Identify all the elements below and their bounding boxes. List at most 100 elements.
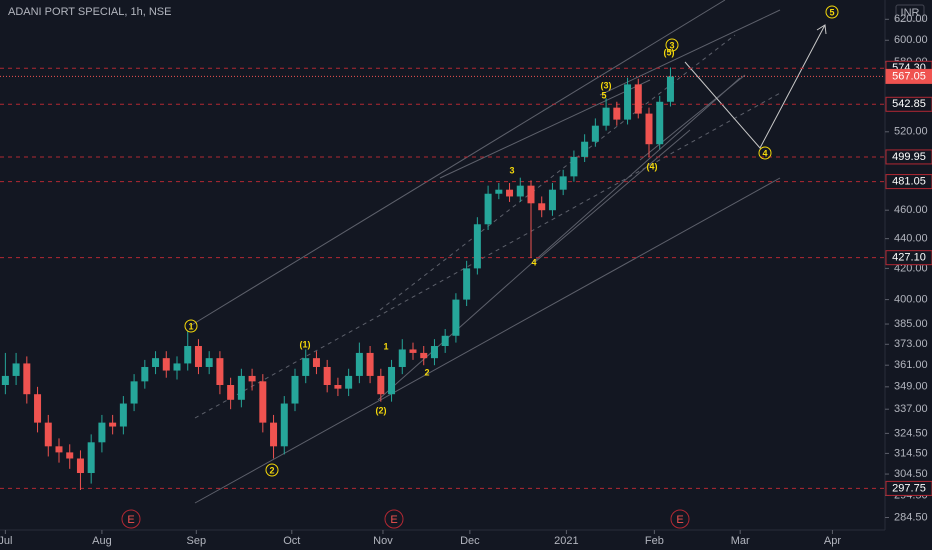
currency: INR xyxy=(901,7,920,19)
wave-label: (3) xyxy=(601,80,612,90)
candle-body xyxy=(430,346,438,359)
candle-body xyxy=(345,375,353,389)
y-tick-label: 314.50 xyxy=(894,447,928,459)
wave-label: 4 xyxy=(762,148,767,158)
candle-body xyxy=(119,403,127,427)
wave-label: 5 xyxy=(829,7,834,17)
candle-body xyxy=(581,141,589,157)
trend-line xyxy=(377,77,741,401)
x-tick-label: Nov xyxy=(373,535,393,547)
wave-circle xyxy=(665,38,679,52)
event-label: E xyxy=(390,514,397,526)
candle-body xyxy=(184,346,192,364)
wave-label: 4 xyxy=(531,257,536,267)
price-label: 567.05 xyxy=(892,70,926,82)
candle-body xyxy=(312,358,320,367)
candle-body xyxy=(66,452,74,459)
wave-label: 1 xyxy=(188,321,193,331)
price-label-box xyxy=(885,149,932,165)
price-label: 297.75 xyxy=(892,482,926,494)
y-tick-label: 349.00 xyxy=(894,381,928,393)
y-tick-label: 304.50 xyxy=(894,468,928,480)
y-tick-label: 373.00 xyxy=(894,338,928,350)
candle-body xyxy=(409,349,417,353)
wave-label: 5 xyxy=(601,90,606,100)
x-tick-label: Dec xyxy=(460,535,480,547)
candle-body xyxy=(237,375,245,400)
event-label: E xyxy=(676,514,683,526)
y-tick-label: 324.50 xyxy=(894,427,928,439)
price-label: 427.10 xyxy=(892,252,926,264)
wave-circle xyxy=(265,463,279,477)
y-tick-label: 420.00 xyxy=(894,262,928,274)
candle-body xyxy=(388,366,396,395)
event-label: E xyxy=(127,514,134,526)
trend-line xyxy=(439,79,651,179)
candle-body xyxy=(334,384,342,389)
candle-body xyxy=(44,422,52,447)
candle-body xyxy=(152,358,160,367)
candle-body xyxy=(634,84,642,114)
y-tick-label: 600.00 xyxy=(894,34,928,46)
candle-body xyxy=(194,346,202,367)
x-tick-label: Feb xyxy=(645,535,664,547)
y-tick-label: 620.00 xyxy=(894,13,928,25)
candle-body xyxy=(366,352,374,376)
candle-body xyxy=(109,422,117,427)
x-tick-label: Mar xyxy=(731,535,750,547)
candle-body xyxy=(484,193,492,225)
candle-body xyxy=(506,189,514,197)
candle-body xyxy=(570,156,578,177)
price-label-box xyxy=(885,96,932,112)
y-tick-label: 284.50 xyxy=(894,511,928,523)
wave-label: 3 xyxy=(509,165,514,175)
candle-body xyxy=(1,375,9,385)
candle-body xyxy=(452,299,460,336)
trend-line xyxy=(189,0,726,327)
candle-body xyxy=(130,381,138,404)
price-label: 481.05 xyxy=(892,175,926,187)
wave-circle xyxy=(184,319,198,333)
candle-body xyxy=(291,375,299,404)
candle-body xyxy=(162,358,170,371)
candle-body xyxy=(559,176,567,190)
candle-body xyxy=(645,113,653,145)
candle-body xyxy=(355,352,363,376)
candle-body xyxy=(398,349,406,367)
candle-body xyxy=(259,381,267,423)
price-label: 542.85 xyxy=(892,98,926,110)
trend-lines xyxy=(189,0,827,504)
wave-label: 2 xyxy=(269,465,274,475)
trend-line xyxy=(194,177,781,504)
event-marker xyxy=(670,509,690,529)
candle-body xyxy=(270,422,278,447)
candle-body xyxy=(55,446,63,453)
trend-line xyxy=(534,129,691,263)
candle-body xyxy=(473,224,481,269)
arrow-head xyxy=(816,24,827,35)
wave-label: (2) xyxy=(376,405,387,415)
x-tick-label: Aug xyxy=(92,535,112,547)
wave-label: (4) xyxy=(647,161,658,171)
candle-body xyxy=(302,358,310,376)
candle-body xyxy=(377,375,385,395)
y-tick-label: 400.00 xyxy=(894,294,928,306)
price-label: 499.95 xyxy=(892,151,926,163)
candle-body xyxy=(613,107,621,120)
candle-body xyxy=(280,403,288,447)
candle-body xyxy=(23,363,31,395)
wave-circle xyxy=(758,146,772,160)
event-marker xyxy=(384,509,404,529)
x-tick-label: Jul xyxy=(0,535,12,547)
candle-body xyxy=(34,394,42,423)
candle-body xyxy=(441,335,449,347)
x-tick-label: Apr xyxy=(824,535,841,547)
candle-body xyxy=(98,422,106,443)
candle-body xyxy=(516,185,524,197)
candle-body xyxy=(538,203,546,211)
y-tick-label: 520.00 xyxy=(894,126,928,138)
candle-body xyxy=(666,76,674,102)
x-tick-label: Sep xyxy=(187,535,207,547)
wave-label: (1) xyxy=(300,339,311,349)
projection-arrow xyxy=(684,24,826,149)
